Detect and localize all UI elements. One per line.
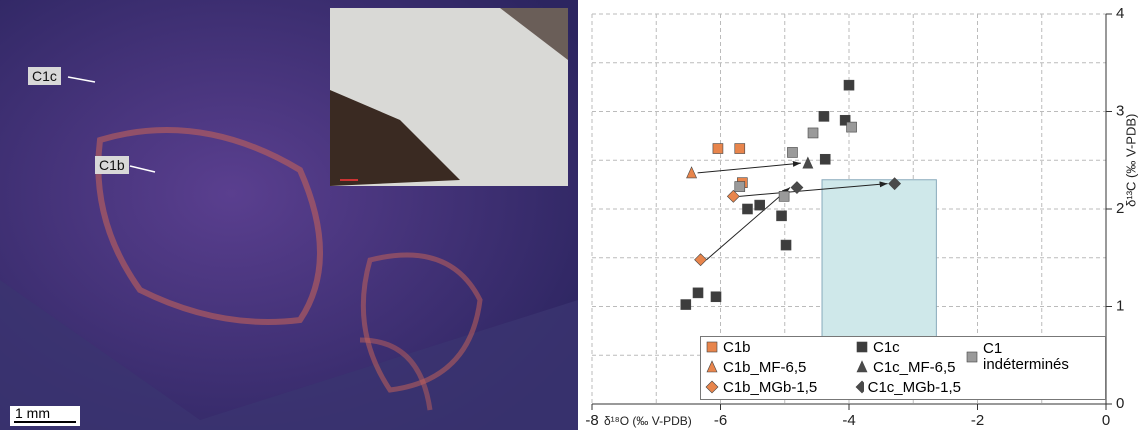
legend-swatch — [966, 351, 978, 363]
x-tick-label: -8 — [585, 412, 598, 429]
x-axis-label: δ¹⁸O (‰ V-PDB) — [604, 414, 692, 428]
legend-swatch — [706, 341, 718, 353]
marker — [802, 156, 814, 169]
x-tick-label: -6 — [714, 412, 727, 429]
legend-label: C1c_MF-6,5 — [873, 358, 956, 376]
legend-label: C1b_MGb-1,5 — [723, 378, 818, 396]
y-tick-label: 0 — [1116, 395, 1124, 412]
y-tick-label: 2 — [1116, 200, 1124, 217]
marker — [712, 143, 724, 154]
legend-entry: C1c_MGb-1,5 — [851, 379, 961, 396]
legend-label: C1c — [873, 338, 900, 356]
legend-swatch — [855, 380, 864, 394]
arrow — [739, 181, 888, 197]
y-tick-label: 4 — [1116, 5, 1124, 22]
marker — [856, 341, 868, 353]
marker — [776, 210, 787, 222]
legend-swatch — [705, 380, 719, 394]
legend-label: C1 indéterminés — [983, 340, 1069, 373]
marker — [742, 203, 753, 215]
marker — [787, 147, 798, 158]
marker — [780, 239, 792, 251]
legend-entry: C1b_MF-6,5 — [701, 359, 851, 376]
marker — [734, 181, 746, 192]
marker — [734, 143, 746, 154]
y-axis-label: δ¹³C (‰ V-PDB) — [1123, 114, 1138, 207]
marker — [819, 153, 831, 165]
marker — [846, 121, 857, 133]
micrograph — [0, 0, 578, 430]
marker — [694, 253, 708, 267]
marker — [686, 166, 698, 179]
legend-entry: C1 indéterminés — [961, 341, 1101, 373]
legend: C1b C1c C1 indéterminés C1b_MF-6,5 C1c_MF-6,… — [700, 336, 1106, 400]
legend-swatch — [856, 341, 868, 353]
marker — [710, 291, 722, 303]
legend-label: C1b — [723, 338, 751, 356]
marker — [843, 79, 855, 91]
arrow — [697, 160, 801, 174]
marker — [818, 111, 830, 122]
marker — [855, 380, 864, 394]
marker — [692, 287, 704, 299]
x-tick-label: -2 — [971, 412, 984, 429]
marker — [856, 360, 868, 373]
legend-entry: C1b — [701, 339, 851, 356]
shaded-region — [821, 179, 937, 346]
marker — [888, 177, 902, 191]
x-tick-label: -4 — [842, 412, 855, 429]
legend-label: C1b_MF-6,5 — [723, 358, 807, 376]
marker — [966, 351, 978, 363]
photo-label: C1c — [28, 67, 61, 85]
marker — [839, 114, 851, 126]
marker — [754, 199, 765, 211]
legend-entry: C1c — [851, 339, 961, 356]
marker — [705, 380, 719, 394]
legend-entry: C1c_MF-6,5 — [851, 359, 961, 376]
legend-label: C1c_MGb-1,5 — [867, 378, 961, 396]
marker — [680, 299, 692, 310]
marker — [807, 127, 819, 139]
legend-swatch — [856, 360, 868, 373]
y-tick-label: 1 — [1116, 297, 1124, 314]
legend-entry: C1b_MGb-1,5 — [701, 379, 851, 396]
photo-label: C1b — [95, 156, 129, 174]
scale-bar-label: 1 mm — [15, 405, 50, 421]
y-tick-label: 3 — [1116, 102, 1124, 119]
x-tick-label: 0 — [1102, 412, 1110, 429]
legend-swatch — [706, 360, 718, 373]
marker — [778, 191, 790, 202]
arrow — [706, 187, 791, 261]
marker — [726, 189, 740, 203]
marker — [790, 181, 804, 194]
marker — [706, 360, 718, 373]
marker — [706, 341, 718, 353]
